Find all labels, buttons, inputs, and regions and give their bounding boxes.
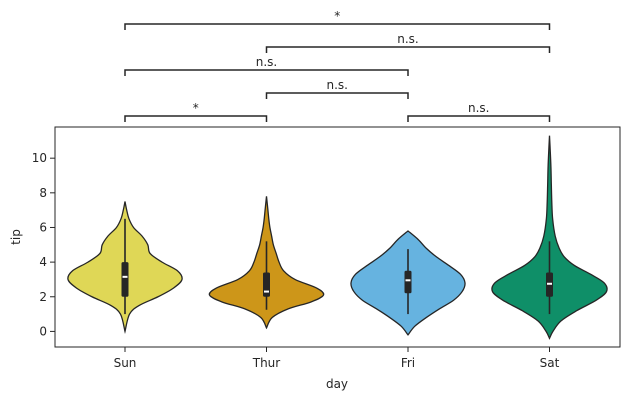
violin-iqr-box: [263, 272, 270, 297]
y-tick-label: 0: [39, 324, 47, 338]
significance-label: n.s.: [327, 78, 349, 92]
bracket-line: [265, 92, 409, 99]
significance-label: n.s.: [397, 32, 419, 46]
y-axis-label: tip: [9, 229, 23, 245]
bracket-line: [265, 46, 551, 53]
x-tick-label: Thur: [252, 356, 281, 370]
significance-bracket: n.s.: [265, 32, 551, 53]
significance-label: *: [334, 9, 340, 23]
x-axis: Sun Thur Fri Sat: [114, 347, 560, 370]
y-tick-label: 2: [39, 290, 47, 304]
plot-frame: [54, 126, 621, 348]
significance-bracket: *: [124, 101, 268, 122]
violin-iqr-box: [121, 262, 129, 297]
x-tick-label: Sun: [114, 356, 137, 370]
bracket-line: [124, 23, 551, 30]
significance-label: n.s.: [468, 101, 490, 115]
y-axis: 0 2 4 6 8 10: [32, 151, 55, 338]
violin-thur: [208, 196, 325, 330]
significance-bracket: *: [124, 9, 551, 30]
violin-sat: [491, 135, 608, 340]
violin-layer: [67, 135, 608, 340]
y-tick-label: 10: [32, 151, 47, 165]
y-tick-label: 8: [39, 186, 47, 200]
y-tick-label: 6: [39, 220, 47, 234]
violin-sun: [67, 201, 183, 334]
significance-bracket: n.s.: [407, 101, 551, 122]
significance-label: *: [193, 101, 199, 115]
x-axis-label: day: [326, 377, 348, 391]
significance-label: n.s.: [256, 55, 278, 69]
significance-bracket: n.s.: [124, 55, 409, 76]
y-tick-label: 4: [39, 255, 47, 269]
violin-body: [491, 135, 608, 340]
bracket-line: [124, 115, 268, 122]
significance-annotations: * n.s. n.s. n.s. n.s. *: [124, 9, 551, 122]
x-tick-label: Sat: [540, 356, 560, 370]
bracket-line: [407, 115, 551, 122]
bracket-line: [124, 69, 409, 76]
violin-fri: [350, 230, 466, 336]
significance-bracket: n.s.: [265, 78, 409, 99]
violin-iqr-box: [404, 270, 412, 294]
x-tick-label: Fri: [401, 356, 415, 370]
